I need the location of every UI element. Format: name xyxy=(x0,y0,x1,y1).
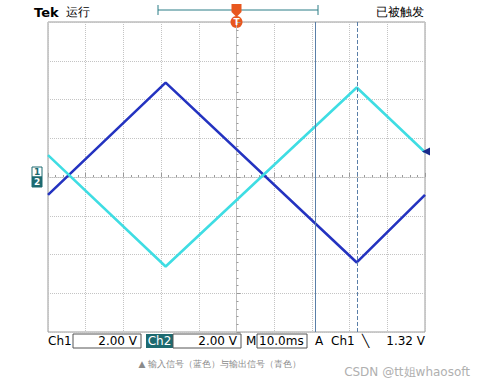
svg-text:╲: ╲ xyxy=(361,333,370,348)
svg-text:已被触发: 已被触发 xyxy=(376,5,424,19)
svg-text:M: M xyxy=(246,334,256,348)
svg-text:Ch2: Ch2 xyxy=(148,334,172,348)
svg-text:CSDN @tt姐whaosoft: CSDN @tt姐whaosoft xyxy=(344,365,470,379)
svg-text:▲ 输入信号（蓝色）与输出信号（青色）: ▲ 输入信号（蓝色）与输出信号（青色） xyxy=(139,359,302,369)
svg-text:1: 1 xyxy=(34,167,40,177)
svg-text:2: 2 xyxy=(34,177,40,187)
svg-text:T: T xyxy=(233,17,240,27)
svg-text:1.32 V: 1.32 V xyxy=(386,334,426,348)
svg-text:运行: 运行 xyxy=(66,5,90,19)
svg-text:Ch1: Ch1 xyxy=(331,334,355,348)
svg-text:A: A xyxy=(315,334,324,348)
svg-text:Tek: Tek xyxy=(34,5,59,20)
svg-text:10.0ms: 10.0ms xyxy=(259,334,304,348)
svg-text:2.00 V: 2.00 V xyxy=(198,334,238,348)
svg-text:2.00 V: 2.00 V xyxy=(98,334,138,348)
svg-text:Ch1: Ch1 xyxy=(48,334,72,348)
